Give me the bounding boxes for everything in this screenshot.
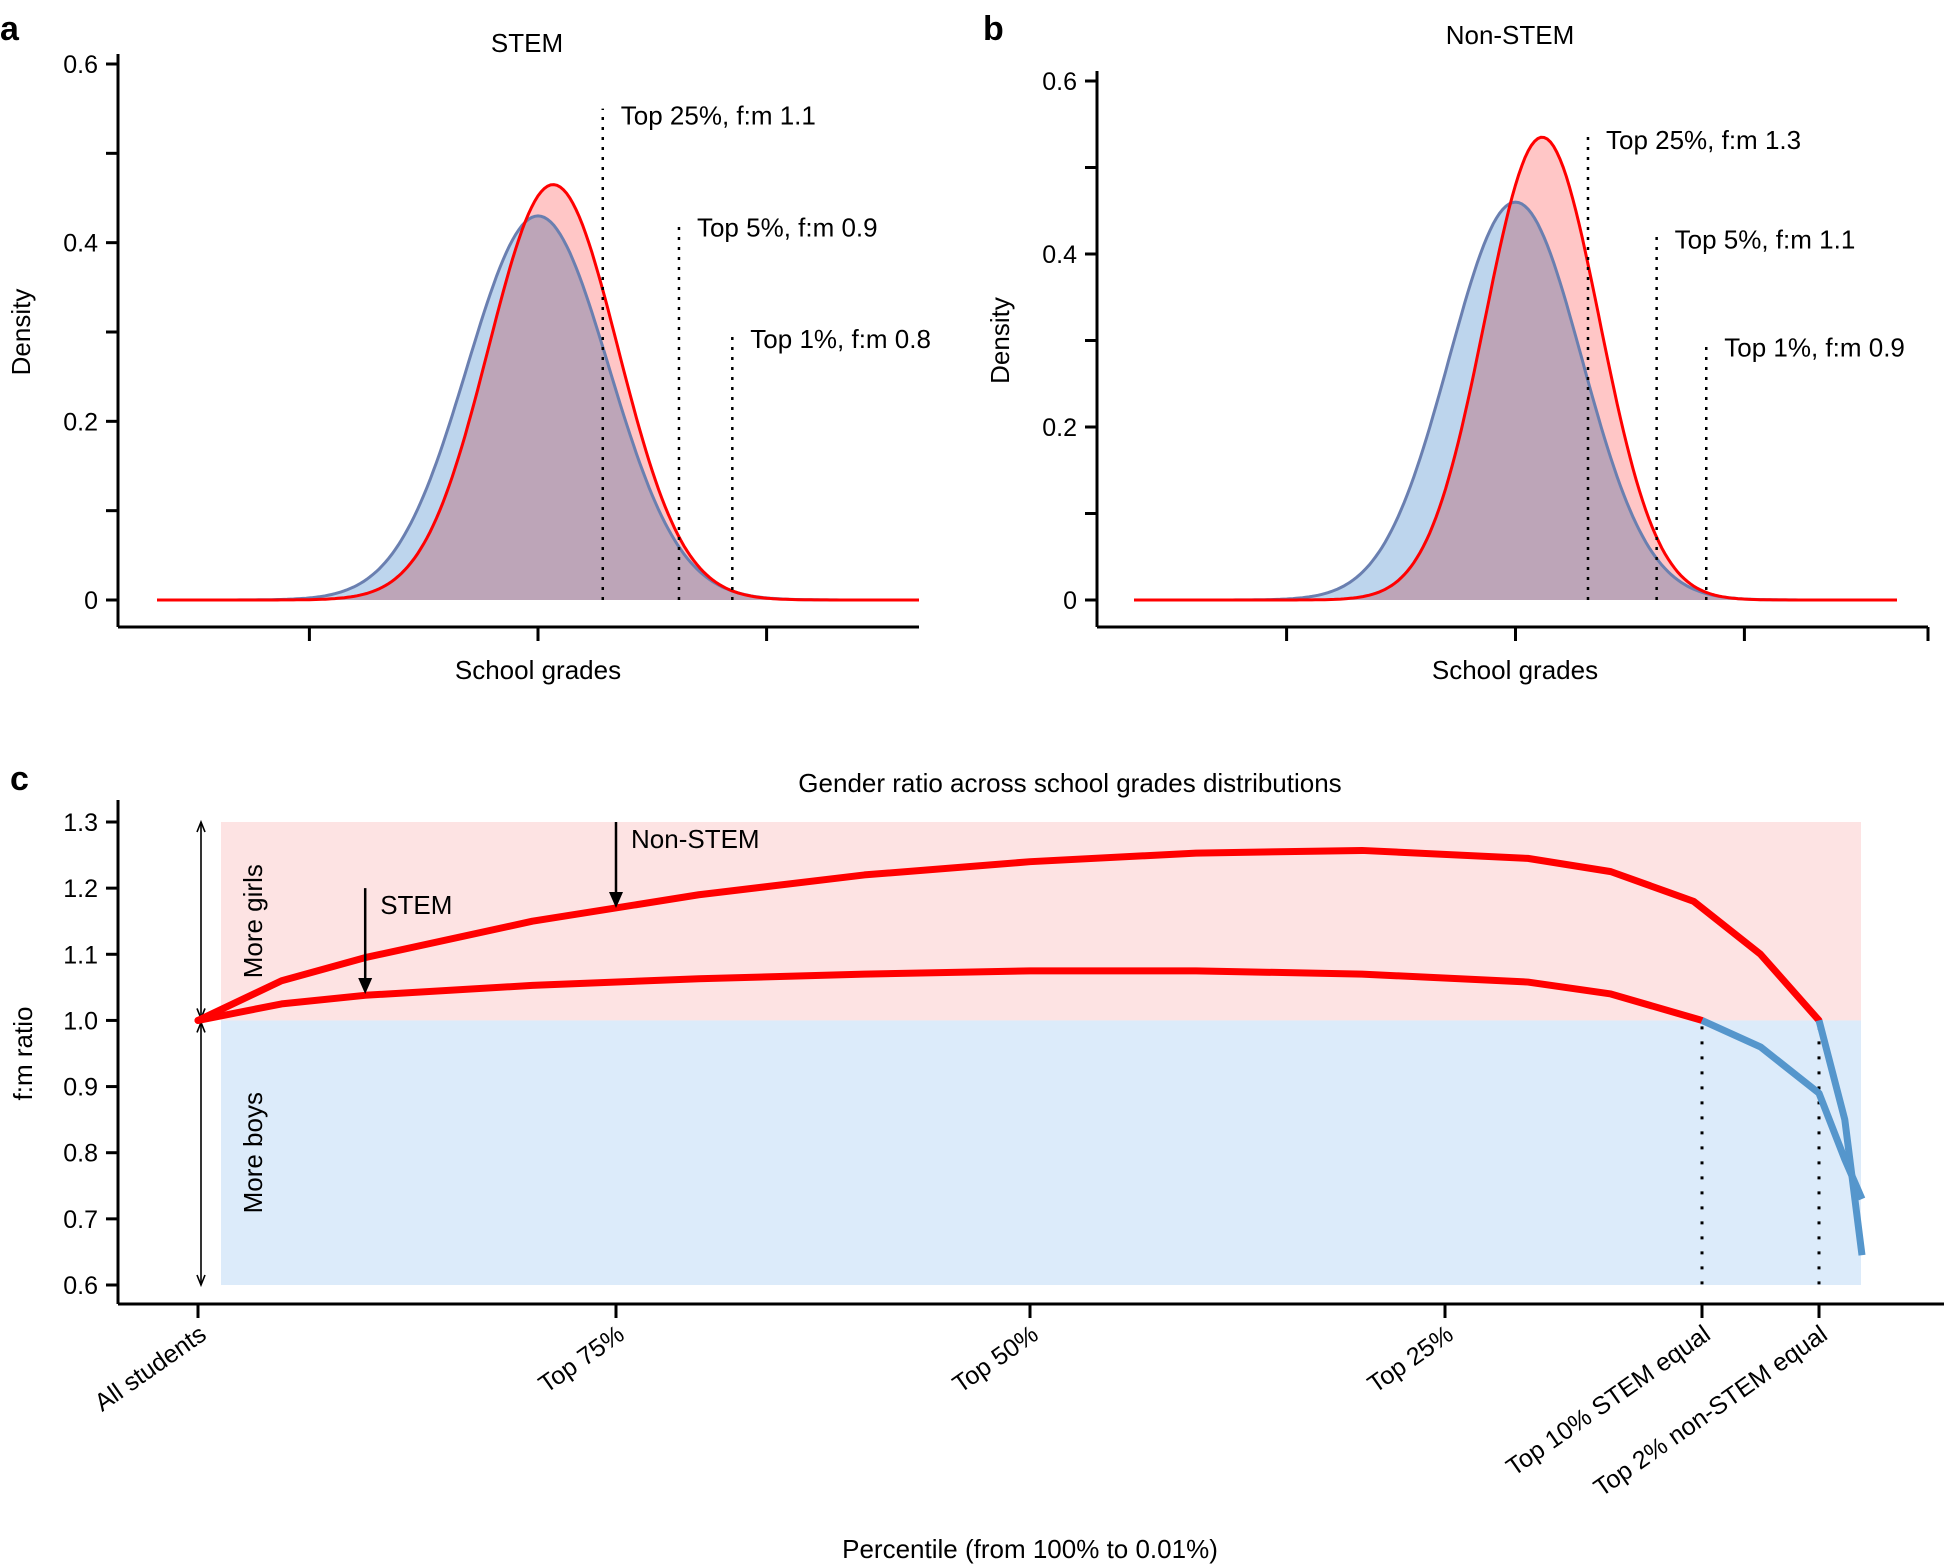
cutoff-label: Top 1%, f:m 0.8	[750, 324, 931, 354]
ratio-line-stem-girls	[194, 967, 1706, 1024]
y-axis-title: Density	[6, 289, 36, 376]
x-tick-label: Top 25%	[1363, 1320, 1459, 1399]
annotation-label: Non-STEM	[631, 824, 760, 854]
y-tick-label: 0.2	[63, 408, 98, 436]
cutoff-label: Top 5%, f:m 0.9	[697, 212, 878, 242]
y-tick-label: 0.6	[63, 1272, 98, 1300]
chart-title: Gender ratio across school grades distri…	[798, 768, 1341, 798]
x-tick-label: Top 2% non-STEM equal	[1589, 1320, 1833, 1502]
more-girls-arrow-head-top	[196, 819, 206, 833]
y-tick-label: 0.6	[1042, 68, 1077, 96]
x-axis-title: School grades	[455, 655, 621, 685]
density-fill-girls	[157, 184, 919, 600]
chart-title: Non-STEM	[1446, 20, 1575, 50]
ratio-line-nonstem-girls	[194, 846, 1823, 1024]
panel-a-density-stem: STEM 0 0.2 0.4 0.6 Density School grades Top 25…	[6, 28, 931, 685]
more-boys-label: More boys	[238, 1092, 268, 1213]
density-fill-girls	[1134, 137, 1897, 601]
more-girls-label: More girls	[238, 864, 268, 978]
x-tick-label: Top 75%	[534, 1320, 630, 1399]
panel-b-density-nonstem: Non-STEM 0 0.2 0.4 0.6 Density School grades To…	[985, 20, 1930, 685]
y-tick-label: 1.0	[63, 1007, 98, 1035]
y-tick-label: 0.4	[1042, 241, 1077, 269]
panel-c-gender-ratio: Gender ratio across school grades distri…	[8, 768, 1944, 1564]
density-line-girls	[157, 183, 919, 602]
y-tick-label: 0.7	[63, 1206, 98, 1234]
annotation-arrow-head	[609, 891, 623, 908]
y-tick-label: 0.6	[63, 51, 98, 79]
region-more-boys	[221, 1020, 1861, 1285]
y-axis-title: Density	[985, 297, 1015, 384]
y-tick-label: 1.1	[63, 941, 98, 969]
y-tick-label: 0.2	[1042, 414, 1077, 442]
chart-title: STEM	[491, 28, 563, 58]
panel-label-b: b	[983, 10, 1004, 48]
ratio-line-nonstem-boys	[1815, 1019, 1866, 1256]
cutoff-label: Top 25%, f:m 1.1	[621, 101, 816, 131]
y-tick-label: 0.8	[63, 1140, 98, 1168]
density-line-girls	[1134, 135, 1897, 602]
x-axis-title: School grades	[1432, 655, 1598, 685]
annotation-arrow-head	[358, 977, 373, 994]
x-tick-label: All students	[90, 1320, 212, 1417]
y-tick-label: 0.9	[63, 1074, 98, 1102]
cutoff-label: Top 1%, f:m 0.9	[1724, 333, 1905, 363]
y-axis-title: f:m ratio	[8, 1007, 38, 1101]
x-tick-label: Top 10% STEM equal	[1501, 1320, 1715, 1482]
panel-label-c: c	[10, 760, 29, 798]
cutoff-label: Top 25%, f:m 1.3	[1606, 125, 1801, 155]
more-boys-arrow-head-bottom	[196, 1274, 206, 1288]
y-tick-label: 0	[1063, 587, 1077, 615]
panel-label-a: a	[0, 10, 20, 48]
y-tick-label: 1.2	[63, 875, 98, 903]
cutoff-label: Top 5%, f:m 1.1	[1675, 224, 1856, 254]
y-tick-label: 1.3	[63, 809, 98, 837]
y-tick-label: 0	[84, 587, 98, 615]
annotation-label: STEM	[380, 890, 452, 920]
y-tick-label: 0.4	[63, 230, 98, 258]
x-axis-title: Percentile (from 100% to 0.01%)	[842, 1534, 1218, 1564]
x-tick-label: Top 50%	[948, 1320, 1044, 1399]
